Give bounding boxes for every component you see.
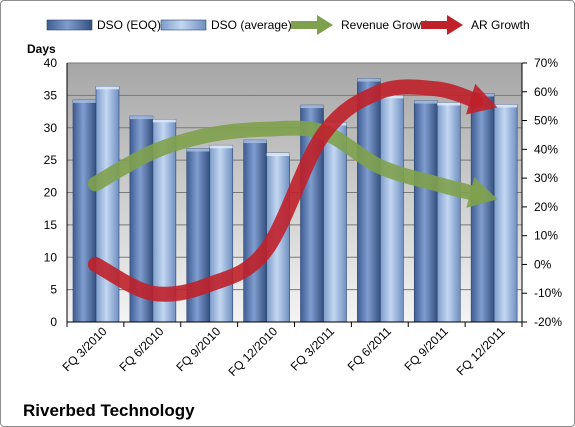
- bar-cap: [494, 104, 518, 108]
- y-tick-label: 10: [44, 250, 58, 264]
- bar-dso-eoq: [470, 93, 495, 323]
- bar-cap: [129, 116, 153, 120]
- y-tick-label: 5: [50, 283, 57, 297]
- x-tick-label: FQ 12/2011: [454, 324, 508, 378]
- legend-swatch: [46, 19, 93, 31]
- bar-dso-eoq: [72, 99, 97, 323]
- bar-dso-average: [380, 95, 404, 323]
- y2-tick-label: 40%: [534, 142, 558, 156]
- bar-cap: [380, 95, 404, 99]
- bar-cap: [186, 148, 210, 152]
- revenue-growth-line: [87, 120, 484, 202]
- y2-tick-label: 30%: [534, 171, 558, 185]
- legend: DSO (EOQ) DSO (average) Revenue Growth AR G…: [46, 15, 530, 35]
- bar-cap: [300, 105, 324, 109]
- bar-cap: [96, 86, 119, 90]
- bar-cap: [243, 140, 267, 144]
- y2-tick-label: -20%: [534, 315, 562, 329]
- ar-growth-line: [87, 79, 484, 302]
- bar-dso-eoq: [357, 78, 381, 323]
- y-tick-label: 0: [50, 315, 57, 329]
- legend-label: Revenue Growth: [341, 18, 431, 32]
- y-tick-label: 40: [44, 56, 58, 70]
- bar-dso-eoq: [413, 100, 438, 323]
- x-tick-label: FQ 3/2010: [60, 324, 110, 374]
- y-tick-label: 25: [44, 153, 58, 167]
- bar-cap: [266, 153, 290, 157]
- x-tick-label: FQ 3/2011: [288, 324, 338, 374]
- company-label: Riverbed Technology: [23, 401, 195, 420]
- y-tick-label: 15: [44, 218, 58, 232]
- bar-dso-average: [436, 102, 461, 323]
- x-tick-label: FQ 12/2010: [225, 324, 280, 379]
- legend-label: AR Growth: [471, 18, 530, 32]
- x-tick-label: FQ 9/2010: [173, 324, 223, 374]
- trend-lines: [87, 79, 498, 302]
- bar-cap: [437, 102, 461, 106]
- legend-label: DSO (EOQ): [97, 18, 161, 32]
- legend-arrow-icon: [317, 15, 333, 35]
- revenue-growth-arrowhead: [466, 176, 498, 208]
- y-tick-label: 35: [44, 88, 58, 102]
- bar-dso-average: [209, 144, 234, 323]
- x-tick-label: FQ 9/2011: [401, 324, 451, 374]
- legend-label: DSO (average): [211, 18, 292, 32]
- y2-tick-label: 10%: [534, 229, 558, 243]
- x-tick-label: FQ 6/2011: [345, 324, 395, 374]
- y2-tick-label: 20%: [534, 200, 558, 214]
- bar-cap: [73, 99, 96, 103]
- bar-dso-average: [493, 104, 518, 323]
- ar-growth-arrowhead: [465, 83, 498, 115]
- y-tick-label: 20: [44, 186, 58, 200]
- y2-tick-label: -10%: [534, 286, 562, 300]
- y-axis-title: Days: [27, 42, 56, 56]
- legend-swatch: [160, 19, 207, 31]
- legend-arrow-icon: [447, 15, 463, 35]
- bar-cap: [209, 145, 233, 149]
- bar-dso-average: [95, 86, 120, 323]
- y-tick-label: 30: [44, 121, 58, 135]
- bar-cap: [152, 119, 176, 123]
- y2-tick-label: 60%: [534, 85, 558, 99]
- bar-dso-average: [323, 122, 347, 323]
- bar-cap: [357, 78, 381, 82]
- y2-tick-label: 0%: [534, 257, 552, 271]
- bar-cap: [414, 100, 438, 104]
- y2-tick-label: 50%: [534, 114, 558, 128]
- bar-dso-eoq: [243, 139, 267, 323]
- x-tick-label: FQ 6/2010: [116, 324, 166, 374]
- y2-tick-label: 70%: [534, 56, 558, 70]
